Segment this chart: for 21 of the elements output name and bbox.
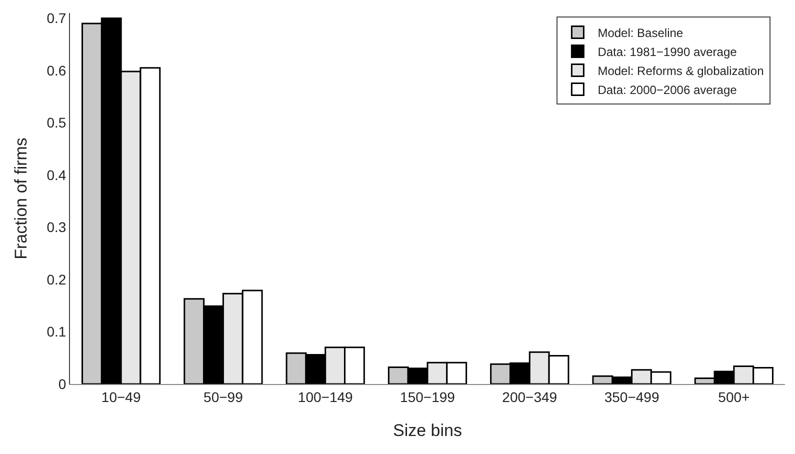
y-tick-label: 0.3 [46,219,66,236]
x-tick-label: 50−99 [204,388,244,405]
y-tick-label: 0 [58,376,66,392]
x-tick-label: 200−349 [502,388,558,405]
x-tick-label: 500+ [718,388,750,405]
x-tick-label: 10−49 [101,388,141,405]
legend-label: Model: Reforms & globalization [598,64,764,78]
x-tick-label: 350−499 [604,388,660,405]
legend-label: Data: 1981−1990 average [598,44,738,59]
x-tick-label: 150−199 [400,388,456,405]
y-tick-label: 0.6 [46,62,66,78]
legend-label: Data: 2000−2006 average [598,82,738,97]
y-axis-title: Fraction of firms [11,138,30,260]
y-tick-label: 0.5 [46,114,66,131]
y-tick-label: 0.4 [46,166,66,183]
legend-label: Model: Baseline [598,26,684,40]
x-axis-title: Size bins [393,421,462,440]
y-tick-label: 0.2 [46,271,66,288]
y-tick-label: 0.7 [46,10,66,26]
x-tick-label: 100−149 [298,388,354,405]
y-tick-label: 0.1 [46,324,66,340]
